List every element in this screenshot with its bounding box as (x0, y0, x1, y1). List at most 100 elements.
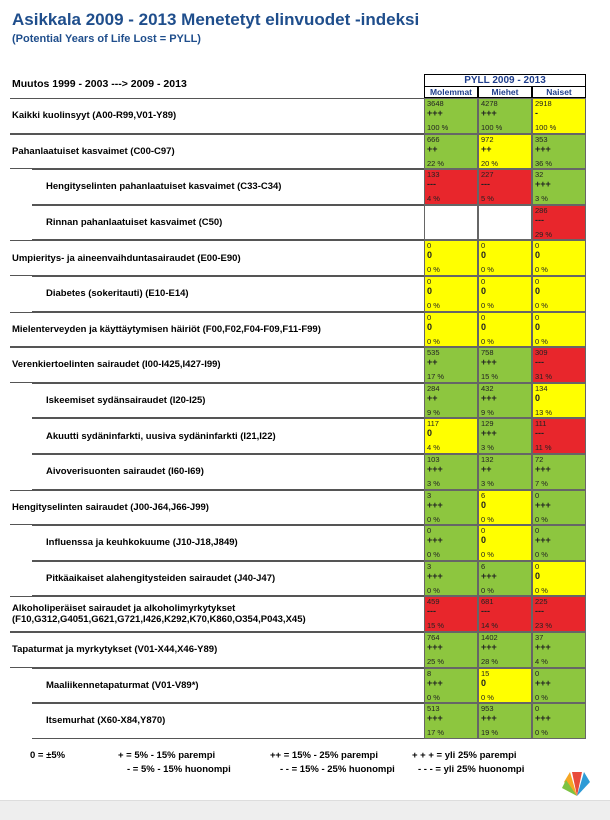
cell-sign: +++ (427, 677, 443, 688)
cell-sign: 0 (481, 535, 487, 546)
cell: 133 --- 4 % (424, 169, 478, 205)
cell: 535 ++ 17 % (424, 347, 478, 383)
cell: 513 +++ 17 % (424, 703, 478, 739)
cell-sign: +++ (535, 713, 551, 724)
cell-sign: 0 (535, 286, 541, 296)
cell: 72 +++ 7 % (532, 454, 586, 490)
cell-sign: +++ (481, 428, 497, 439)
cell: 758 +++ 15 % (478, 347, 532, 383)
cell-value: 0 (535, 241, 540, 251)
cell-percent: 20 % (481, 158, 499, 168)
cell: 459 --- 15 % (424, 596, 478, 632)
cell-value: 0 (427, 241, 432, 251)
cell: 0 +++ 0 % (532, 667, 586, 704)
cell-sign: ++ (481, 143, 492, 154)
cell-percent: 3 % (427, 479, 440, 488)
cell-percent: 0 % (535, 728, 548, 738)
cell-percent: 0 % (535, 550, 548, 560)
table: PYLL 2009 - 2013 Molemmat Miehet Naiset Kaik… (10, 74, 590, 740)
cell-percent: 0 % (427, 585, 440, 595)
cell-percent: 0 % (535, 301, 548, 310)
cell-value: 0 (535, 312, 540, 322)
change-label: Muutos 1999 - 2003 ---> 2009 - 2013 (12, 78, 187, 90)
row-label-text: Iskeemiset sydänsairaudet (I20-I25) (46, 395, 206, 407)
cell-sign: +++ (427, 642, 443, 652)
row-label-text: Umpieritys- ja aineenvaihduntasairaudet … (12, 252, 241, 264)
cell-value: 764 (427, 633, 440, 642)
cell-sign: +++ (481, 642, 497, 652)
cell-percent: 100 % (535, 123, 557, 132)
row-label: Alkoholiperäiset sairaudet ja alkoholimy… (10, 596, 424, 632)
cell-sign: 0 (535, 570, 541, 581)
cell-sign: 0 (427, 250, 433, 261)
row-label-text: Maaliikennetapaturmat (V01-V89*) (46, 679, 199, 691)
cell-value: 459 (427, 597, 440, 607)
cell-percent: 13 % (535, 407, 553, 417)
column-header: Naiset (532, 86, 586, 98)
row-label-text: Alkoholiperäiset sairaudet ja alkoholimy… (12, 603, 306, 626)
cell-value: 0 (535, 490, 540, 500)
cell-value: 0 (427, 277, 432, 286)
cell: 3648 +++ 100 % (424, 98, 478, 134)
cell: 0 +++ 0 % (532, 703, 586, 739)
legend-item: + + + = yli 25% parempi (412, 750, 517, 761)
cell-percent: 19 % (481, 728, 499, 738)
cell-sign: ++ (427, 357, 438, 368)
cell-value: 432 (481, 383, 494, 393)
row-label: Diabetes (sokeritauti) (E10-E14) (32, 276, 424, 312)
cell: 227 --- 5 % (478, 169, 532, 205)
row-label: Influenssa ja keuhkokuume (J10-J18,J849) (32, 525, 424, 561)
cell-value: 535 (427, 348, 440, 358)
cell: 681 --- 14 % (478, 596, 532, 632)
column-header: Molemmat (424, 86, 478, 98)
cell: 111 --- 11 % (532, 418, 586, 454)
cell-sign: +++ (481, 108, 497, 118)
cell-percent: 14 % (481, 621, 499, 631)
cell-percent: 28 % (481, 657, 499, 666)
cell-percent: 100 % (481, 123, 503, 132)
row-label: Iskeemiset sydänsairaudet (I20-I25) (32, 382, 424, 419)
legend-item: - = 5% - 15% huonompi (127, 764, 231, 775)
cell: 953 +++ 19 % (478, 703, 532, 739)
legend-item: - - = 15% - 25% huonompi (280, 764, 395, 775)
cell-value: 309 (535, 348, 548, 358)
cell-sign: 0 (481, 250, 487, 261)
cell-value: 1402 (481, 633, 498, 642)
cell: 132 ++ 3 % (478, 454, 532, 490)
cell-sign: 0 (481, 286, 487, 296)
cell-value: 681 (481, 597, 494, 607)
cell-percent: 0 % (427, 514, 440, 524)
cell: 3 +++ 0 % (424, 560, 478, 597)
legend-item: + = 5% - 15% parempi (118, 750, 216, 761)
cell-sign: +++ (427, 499, 443, 510)
cell (424, 204, 478, 241)
cell-percent: 0 % (427, 692, 440, 702)
cell-sign: --- (427, 179, 436, 190)
cell-value: 0 (535, 668, 540, 678)
cell: 6 +++ 0 % (478, 560, 532, 597)
cell-sign: +++ (535, 499, 551, 510)
row-label-text: Pitkäaikaiset alahengitysteiden sairaude… (46, 573, 276, 585)
cell-sign: +++ (481, 392, 497, 403)
cell-percent: 0 % (481, 585, 494, 595)
cell-percent: 0 % (535, 692, 548, 702)
row-label: Aivoverisuonten sairaudet (I60-I69) (32, 454, 424, 490)
row-label-text: Hengityselinten pahanlaatuiset kasvaimet… (46, 181, 282, 193)
cell-sign: +++ (535, 464, 551, 474)
cell-percent: 9 % (427, 407, 440, 417)
cell-value: 513 (427, 704, 440, 714)
cell: 134 0 13 % (532, 382, 586, 419)
cell-percent: 0 % (535, 265, 548, 275)
cell-percent: 3 % (481, 479, 494, 488)
cell-sign: +++ (427, 464, 443, 474)
cell-sign: +++ (427, 108, 443, 118)
cell: 8 +++ 0 % (424, 667, 478, 704)
cell-percent: 0 % (427, 336, 440, 346)
cell-sign: ++ (481, 464, 492, 474)
